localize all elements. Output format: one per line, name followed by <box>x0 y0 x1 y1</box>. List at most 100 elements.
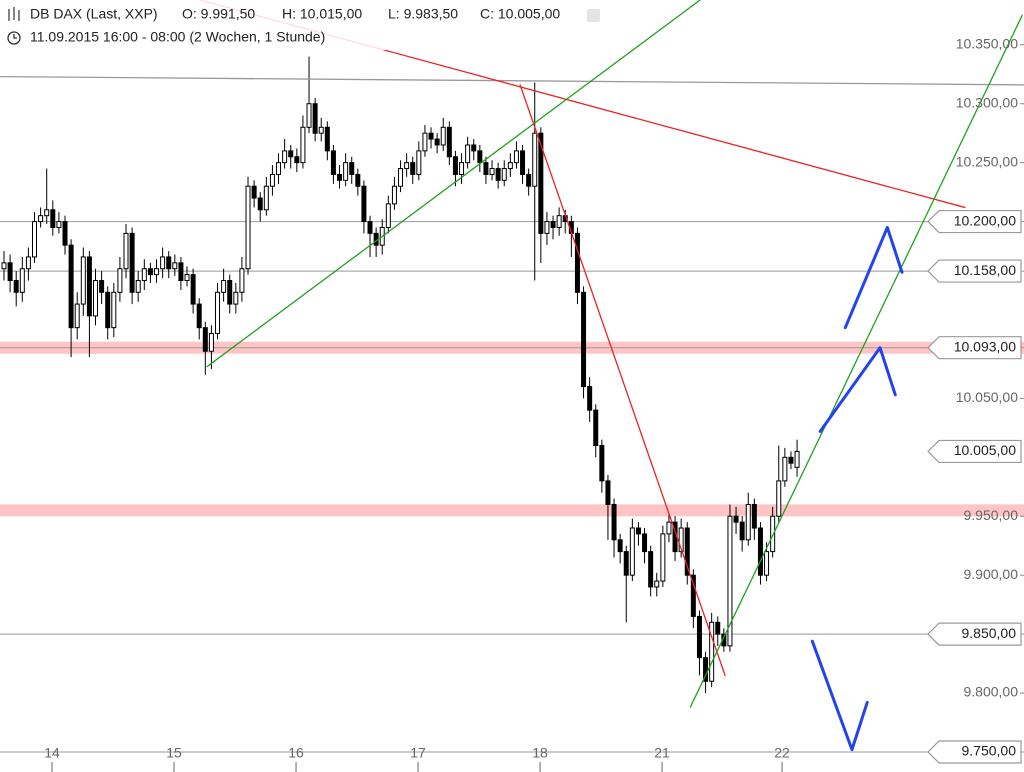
candle-body <box>324 126 330 152</box>
level-box <box>927 740 1022 764</box>
header-bg <box>0 0 600 50</box>
candle-body <box>727 515 733 647</box>
trend-line <box>0 75 1024 86</box>
candle-body <box>770 515 776 553</box>
candle-body <box>709 621 715 682</box>
y-tick-label: 10.050,00 <box>956 389 1018 405</box>
candle-body <box>202 327 208 352</box>
y-tick-label: 9.950,00 <box>964 507 1019 523</box>
candle-body <box>593 409 599 447</box>
x-tick-label: 17 <box>410 745 426 761</box>
x-tick-label: 22 <box>774 745 790 761</box>
candle-body <box>56 221 62 228</box>
candle-body <box>343 162 349 181</box>
candle-body <box>25 256 31 270</box>
level-label: 9.750,00 <box>962 743 1017 759</box>
candle-body <box>666 521 672 535</box>
candle-body <box>129 232 135 293</box>
candle-body <box>330 150 336 175</box>
candle-body <box>391 185 397 205</box>
candle-body <box>300 126 306 164</box>
candle-body <box>269 173 275 187</box>
candle-body <box>501 168 507 181</box>
candle-body <box>147 268 153 276</box>
candle-body <box>776 480 782 517</box>
candle-icon <box>8 7 20 21</box>
level-label: 10.005,00 <box>954 442 1016 458</box>
candle-body <box>660 533 666 582</box>
candle-body <box>111 291 117 329</box>
candle-body <box>282 150 288 164</box>
level-label: 9.850,00 <box>962 625 1017 641</box>
clock-icon <box>7 31 21 45</box>
candle-body <box>105 291 111 329</box>
candle-body <box>349 162 355 175</box>
level-label: 10.158,00 <box>954 262 1016 278</box>
candle-body <box>184 274 190 282</box>
candle-body <box>507 162 513 170</box>
candle-body <box>544 221 550 234</box>
candle-body <box>696 615 702 659</box>
candle-body <box>550 221 556 228</box>
candle-body <box>178 262 184 282</box>
candle-body <box>410 162 416 175</box>
candle-body <box>623 551 629 576</box>
candle-body <box>440 126 446 146</box>
candle-body <box>684 527 690 576</box>
candle-body <box>404 162 410 170</box>
candle-body <box>782 456 788 482</box>
candle-body <box>361 185 367 223</box>
candle-body <box>288 150 294 158</box>
candle-body <box>581 291 587 388</box>
candle-body <box>764 551 770 576</box>
y-tick-label: 9.800,00 <box>964 684 1019 700</box>
candle-body <box>93 280 99 317</box>
candle-body <box>739 521 745 541</box>
drawn-arrow <box>810 639 869 752</box>
candle-body <box>520 150 526 175</box>
candle-body <box>355 173 361 187</box>
candle-body <box>117 268 123 293</box>
settings-icon[interactable] <box>587 9 600 22</box>
candle-body <box>434 138 440 146</box>
candle-body <box>190 274 196 305</box>
candle-body <box>513 150 519 164</box>
candle-body <box>428 132 434 140</box>
level-box <box>927 259 1022 283</box>
candle-body <box>68 244 74 329</box>
candle-body <box>422 132 428 152</box>
ohlc-open: O: 9.991,50 <box>182 6 255 22</box>
candle-body <box>276 162 282 175</box>
candle-body <box>160 256 166 270</box>
candle-body <box>446 126 452 158</box>
x-tick-label: 14 <box>44 745 60 761</box>
candle-body <box>74 303 80 329</box>
ohlc-close: C: 10.005,00 <box>480 6 560 22</box>
candle-body <box>617 539 623 553</box>
candle-body <box>38 215 44 223</box>
candle-body <box>587 386 593 411</box>
candle-body <box>788 456 794 464</box>
candle-body <box>13 280 19 293</box>
level-box <box>927 209 1022 234</box>
candle-body <box>703 657 709 682</box>
candle-body <box>611 503 617 541</box>
x-tick-label: 15 <box>166 745 182 761</box>
candle-body <box>648 551 654 588</box>
candle-body <box>19 268 25 293</box>
candle-body <box>80 256 86 305</box>
x-tick-label: 16 <box>288 745 304 761</box>
candle-body <box>141 268 147 282</box>
y-tick-label: 10.300,00 <box>956 94 1018 110</box>
ohlc-low: L: 9.983,50 <box>388 6 458 22</box>
candle-body <box>263 185 269 211</box>
candle-body <box>605 480 611 505</box>
candle-body <box>629 527 635 576</box>
candle-body <box>32 221 38 258</box>
candle-body <box>215 291 221 335</box>
candle-body <box>123 232 129 270</box>
candle-body <box>50 209 56 228</box>
candle-body <box>745 503 751 541</box>
candle-body <box>196 303 202 329</box>
candle-body <box>233 291 239 305</box>
